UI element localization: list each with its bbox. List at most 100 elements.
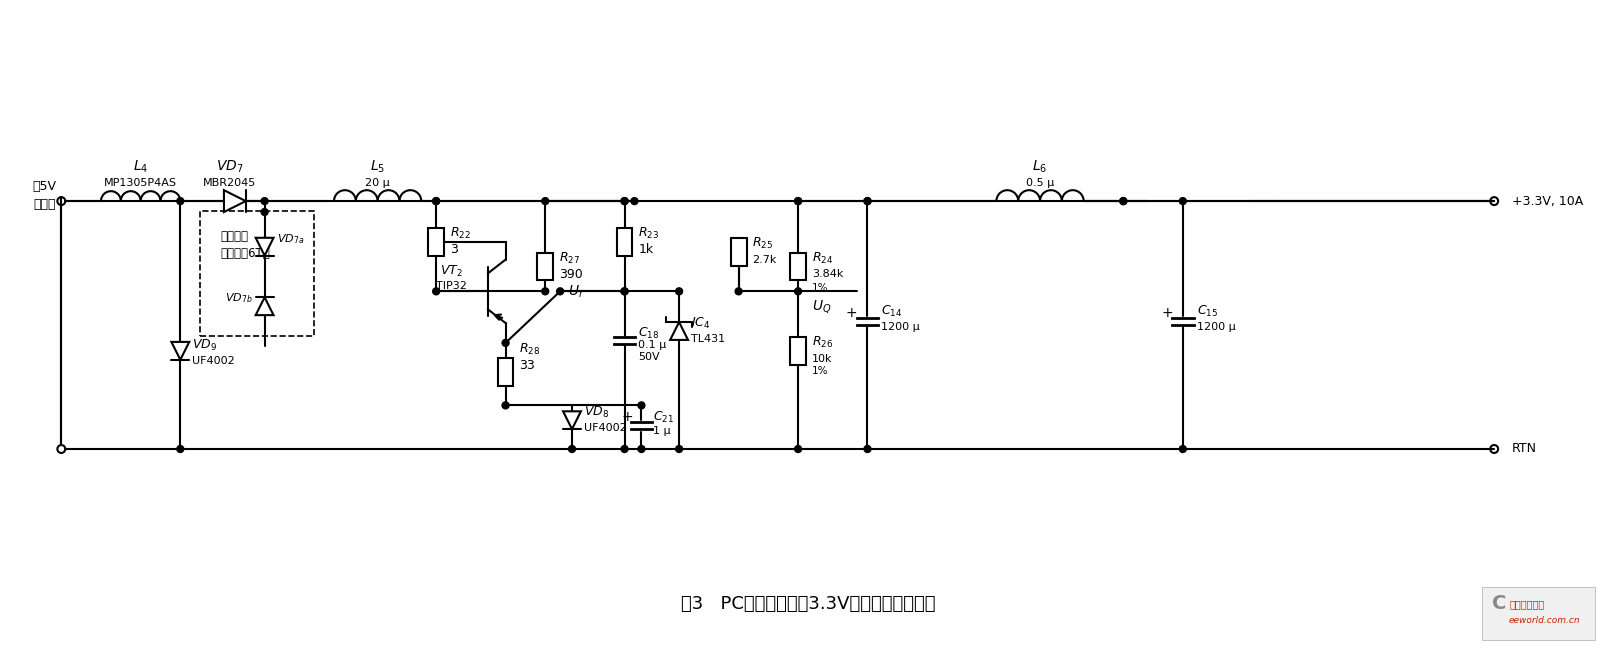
Text: 的磁芯（6T）: 的磁芯（6T） <box>220 247 270 260</box>
Text: $VD_7$: $VD_7$ <box>217 158 244 175</box>
Circle shape <box>541 198 549 204</box>
Circle shape <box>1180 198 1186 204</box>
Circle shape <box>675 446 682 453</box>
Text: 20 μ: 20 μ <box>365 178 389 188</box>
Circle shape <box>541 288 549 295</box>
Bar <box>428 228 444 256</box>
Circle shape <box>621 198 629 204</box>
Circle shape <box>638 402 645 409</box>
Text: C: C <box>1492 594 1506 613</box>
Text: +: + <box>622 410 633 424</box>
Text: eeworld.com.cn: eeworld.com.cn <box>1509 616 1580 625</box>
Text: 1200 μ: 1200 μ <box>1197 322 1236 332</box>
Circle shape <box>795 446 802 453</box>
Circle shape <box>262 198 268 204</box>
Bar <box>790 253 806 280</box>
Text: 390: 390 <box>559 268 583 281</box>
Circle shape <box>865 198 871 204</box>
Text: 3.84k: 3.84k <box>811 270 844 280</box>
Text: 1%: 1% <box>811 284 829 293</box>
Text: TL431: TL431 <box>692 334 726 344</box>
FancyBboxPatch shape <box>1482 587 1595 641</box>
Text: $R_{27}$: $R_{27}$ <box>559 251 580 266</box>
Bar <box>730 238 747 266</box>
Circle shape <box>621 288 629 295</box>
Polygon shape <box>225 190 246 212</box>
Text: 磁放大器: 磁放大器 <box>220 230 247 243</box>
Text: 1k: 1k <box>638 243 653 256</box>
Text: $L_6$: $L_6$ <box>1033 158 1047 175</box>
Text: $C_{18}$: $C_{18}$ <box>638 325 659 340</box>
Text: $VD_8$: $VD_8$ <box>583 405 609 420</box>
Text: 2.7k: 2.7k <box>753 254 777 264</box>
Text: $C_{15}$: $C_{15}$ <box>1197 303 1218 319</box>
Circle shape <box>176 198 184 204</box>
Circle shape <box>621 198 629 204</box>
Circle shape <box>503 402 509 409</box>
Circle shape <box>795 198 802 204</box>
Text: +3.3V, 10A: +3.3V, 10A <box>1513 194 1584 208</box>
Circle shape <box>433 198 440 204</box>
Circle shape <box>503 340 509 346</box>
Polygon shape <box>171 342 189 360</box>
Text: 接5V: 接5V <box>32 180 57 193</box>
Text: 3: 3 <box>449 243 457 256</box>
Circle shape <box>795 198 802 204</box>
Text: MBR2045: MBR2045 <box>204 178 257 188</box>
Circle shape <box>621 288 629 295</box>
Text: $VT_2$: $VT_2$ <box>440 264 462 279</box>
Text: 50V: 50V <box>638 352 659 362</box>
Text: +: + <box>1162 306 1173 320</box>
Text: $R_{26}$: $R_{26}$ <box>811 335 834 350</box>
Circle shape <box>630 198 638 204</box>
Circle shape <box>865 198 871 204</box>
Text: $U_Q$: $U_Q$ <box>811 297 831 315</box>
Circle shape <box>795 288 802 295</box>
Circle shape <box>556 288 564 295</box>
Circle shape <box>433 288 440 295</box>
Circle shape <box>262 208 268 215</box>
Text: 电子工程世界: 电子工程世界 <box>1509 599 1545 609</box>
Text: $L_5$: $L_5$ <box>370 158 385 175</box>
Text: 1 μ: 1 μ <box>653 426 671 436</box>
Polygon shape <box>671 322 688 340</box>
Polygon shape <box>255 297 273 315</box>
Text: $VD_9$: $VD_9$ <box>192 338 217 354</box>
Text: $R_{24}$: $R_{24}$ <box>811 251 834 266</box>
Bar <box>200 211 314 336</box>
Circle shape <box>1180 446 1186 453</box>
Bar <box>537 253 553 280</box>
Circle shape <box>1120 198 1126 204</box>
Text: $R_{23}$: $R_{23}$ <box>638 226 659 241</box>
Text: 1200 μ: 1200 μ <box>881 322 920 332</box>
Circle shape <box>569 446 575 453</box>
Circle shape <box>675 288 682 295</box>
Bar <box>617 228 632 256</box>
Polygon shape <box>255 238 273 256</box>
Circle shape <box>735 288 742 295</box>
Text: $VD_{7a}$: $VD_{7a}$ <box>276 232 304 246</box>
Text: 图3   PC开关电源中的3.3V磁放大器稳压电路: 图3 PC开关电源中的3.3V磁放大器稳压电路 <box>680 595 936 613</box>
Text: 10k: 10k <box>811 354 832 364</box>
Text: UF4002: UF4002 <box>192 356 234 366</box>
Circle shape <box>621 446 629 453</box>
Text: 0.5 μ: 0.5 μ <box>1026 178 1054 188</box>
Text: $R_{28}$: $R_{28}$ <box>519 342 541 358</box>
Text: 0.1 μ: 0.1 μ <box>638 340 667 350</box>
Text: 33: 33 <box>519 359 535 372</box>
Text: $R_{22}$: $R_{22}$ <box>449 226 470 241</box>
Text: $U_r$: $U_r$ <box>569 283 585 299</box>
Text: 主绕组: 主绕组 <box>34 198 55 211</box>
Circle shape <box>433 198 440 204</box>
Text: $IC_4$: $IC_4$ <box>692 315 711 330</box>
Text: $C_{14}$: $C_{14}$ <box>881 303 903 319</box>
Text: RTN: RTN <box>1513 442 1537 455</box>
Circle shape <box>1120 198 1126 204</box>
Circle shape <box>638 446 645 453</box>
Text: MP1305P4AS: MP1305P4AS <box>103 178 178 188</box>
Bar <box>498 358 514 385</box>
Text: $VD_{7b}$: $VD_{7b}$ <box>225 292 252 305</box>
Text: +: + <box>845 306 858 320</box>
Circle shape <box>865 446 871 453</box>
Circle shape <box>176 446 184 453</box>
